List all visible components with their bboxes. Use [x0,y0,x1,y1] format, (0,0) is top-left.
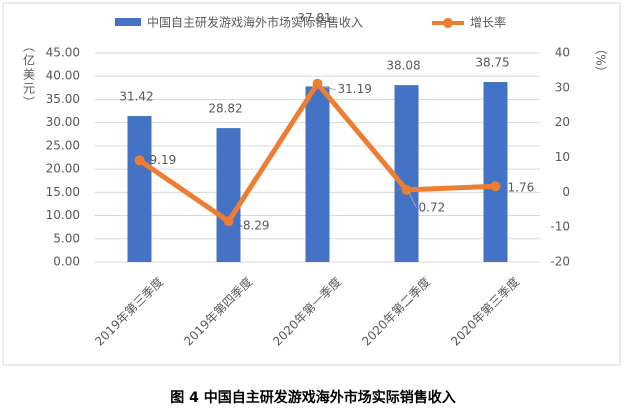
y2-tick-label: -10 [550,220,570,234]
y2-axis-title: （%） [594,42,608,77]
y2-tick-label: -20 [550,255,570,269]
y-tick-label: 30.00 [46,115,80,129]
line-value-label: 31.19 [338,82,372,96]
legend-label: 中国自主研发游戏海外市场实际销售收入 [147,15,363,30]
line-point [134,155,145,166]
x-tick-label: 2019年第四季度 [180,274,255,349]
y2-tick-label: 40 [555,46,570,60]
y-tick-label: 5.00 [53,231,80,245]
bar [305,86,330,262]
line-point [401,184,412,195]
line-value-label: 9.19 [150,153,177,167]
y2-tick-label: 10 [555,150,570,164]
y-tick-label: 20.00 [46,162,80,176]
bar-value-label: 38.75 [475,56,509,70]
line-value-label: -8.29 [239,219,270,233]
bar-value-label: 38.08 [386,59,420,73]
line-value-label: 0.72 [419,200,446,214]
bar [127,116,152,262]
line-value-label: 1.76 [508,181,535,195]
y-tick-label: 45.00 [46,46,80,60]
line-point [490,181,501,192]
caption: 图 4 中国自主研发游戏海外市场实际销售收入 [170,389,456,406]
bar [216,128,241,262]
y2-tick-label: 20 [555,115,570,129]
y-tick-label: 10.00 [46,208,80,222]
chart-border [2,2,621,366]
bar-value-label: 28.82 [208,102,242,116]
y-tick-label: 0.00 [53,255,80,269]
bar [483,82,508,263]
x-tick-label: 2019年第三季度 [91,274,166,349]
y2-tick-label: 0 [562,185,570,199]
line-point [312,78,323,89]
y-axis-title: （亿美元） [22,40,36,110]
x-tick-label: 2020年第一季度 [269,274,344,349]
legend-label: 增长率 [470,15,506,30]
leader-line [408,191,417,209]
y-tick-label: 35.00 [46,92,80,106]
y2-tick-label: 30 [555,80,570,94]
legend-swatch [443,18,453,28]
legend-swatch [115,18,141,26]
x-tick-label: 2020年第二季度 [358,274,433,349]
bar [394,85,419,262]
x-tick-label: 2020年第三季度 [447,274,522,349]
y-tick-label: 40.00 [46,69,80,83]
leader-line [319,85,336,91]
y-tick-label: 15.00 [46,185,80,199]
y-tick-label: 25.00 [46,138,80,152]
bar-value-label: 37.81 [297,11,331,25]
bar-value-label: 31.42 [119,90,153,104]
line-point [223,216,234,227]
